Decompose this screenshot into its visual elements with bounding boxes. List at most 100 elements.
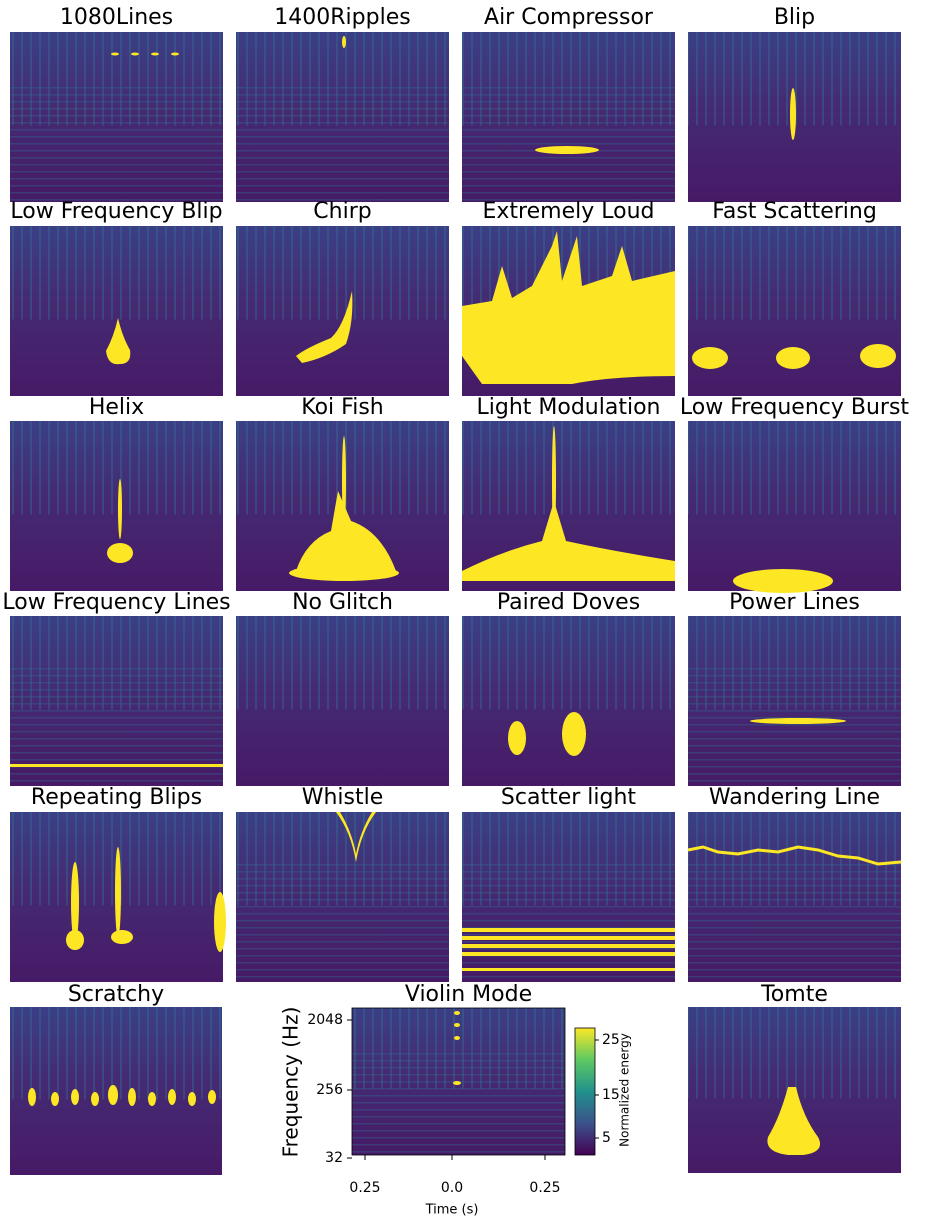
glitch-feature bbox=[535, 146, 599, 154]
glitch-feature bbox=[462, 968, 675, 971]
panel-title: Low Frequency Blip bbox=[10, 199, 222, 224]
glitch-feature bbox=[692, 347, 728, 369]
panel: Wandering Line bbox=[687, 785, 902, 982]
panel: Violin Mode bbox=[351, 982, 566, 1156]
panel-title: Power Lines bbox=[729, 590, 860, 615]
features bbox=[508, 712, 586, 756]
y-axis-label: Frequency (Hz) bbox=[279, 1007, 303, 1158]
panel-title: 1080Lines bbox=[60, 5, 173, 30]
x-tick-label: 0.25 bbox=[529, 1180, 560, 1196]
features bbox=[462, 231, 675, 384]
colorbar bbox=[574, 1027, 596, 1156]
panel: Extremely Loud bbox=[462, 199, 675, 396]
glitch-feature bbox=[171, 52, 179, 56]
glitch-feature bbox=[454, 1023, 460, 1027]
glitch-feature bbox=[71, 1089, 79, 1105]
glitch-feature bbox=[453, 1081, 461, 1085]
panel: No Glitch bbox=[236, 590, 449, 786]
glitch-feature bbox=[342, 36, 346, 48]
texture bbox=[10, 226, 223, 320]
glitch-feature bbox=[28, 1088, 36, 1106]
features bbox=[462, 426, 675, 581]
panel-title: Light Modulation bbox=[477, 395, 661, 420]
panel: Low Frequency Lines bbox=[2, 590, 231, 786]
texture bbox=[10, 667, 223, 786]
glitch-feature bbox=[733, 569, 833, 593]
glitch-feature bbox=[508, 721, 526, 755]
y-tick-label: 2048 bbox=[307, 1012, 343, 1028]
glitch-feature bbox=[151, 52, 159, 56]
glitch-feature bbox=[111, 52, 119, 56]
panel: Low Frequency Blip bbox=[10, 199, 223, 396]
glitch-feature bbox=[860, 344, 896, 368]
features bbox=[289, 436, 399, 581]
glitch-feature bbox=[115, 847, 121, 937]
x-tick-label: 0.0 bbox=[441, 1180, 463, 1196]
panel: 1080Lines bbox=[10, 5, 223, 202]
glitch-feature bbox=[289, 565, 399, 581]
panel-title: Repeating Blips bbox=[31, 785, 202, 810]
features bbox=[462, 928, 675, 971]
features bbox=[66, 847, 226, 952]
features bbox=[692, 344, 896, 369]
panel: Scatter light bbox=[462, 785, 675, 982]
glitch-feature bbox=[208, 1090, 216, 1104]
panel-title: Paired Doves bbox=[497, 590, 640, 615]
texture bbox=[236, 863, 449, 982]
panel-title: Low Frequency Lines bbox=[2, 590, 230, 615]
panel-title: Scratchy bbox=[68, 982, 164, 1007]
glitch-feature bbox=[71, 862, 79, 942]
texture bbox=[236, 616, 449, 710]
panel-title: No Glitch bbox=[292, 590, 393, 615]
panel: Helix bbox=[10, 395, 223, 591]
texture bbox=[462, 863, 675, 982]
y-tick-label: 32 bbox=[325, 1150, 343, 1166]
glitch-feature bbox=[462, 944, 675, 948]
colorbar-label: Normalized energy bbox=[618, 1033, 632, 1147]
features bbox=[790, 88, 796, 140]
panel: Whistle bbox=[236, 785, 449, 982]
panel-title: Tomte bbox=[760, 982, 828, 1007]
panel-title: Air Compressor bbox=[484, 5, 654, 30]
glitch-feature bbox=[562, 712, 586, 756]
panel-title: Whistle bbox=[302, 785, 384, 810]
panel-title: Chirp bbox=[313, 199, 371, 224]
glitch-feature bbox=[188, 1092, 196, 1106]
glitch-feature bbox=[462, 952, 675, 956]
glitch-feature bbox=[107, 543, 133, 563]
panel-title: Koi Fish bbox=[301, 395, 383, 420]
features bbox=[336, 812, 376, 862]
texture bbox=[688, 1007, 901, 1099]
glitch-feature bbox=[51, 1092, 59, 1106]
panel-title: Extremely Loud bbox=[483, 199, 655, 224]
features bbox=[535, 146, 599, 154]
violin-axes: Frequency (Hz) Time (s) Normalized energ… bbox=[279, 1007, 632, 1218]
glitch-feature bbox=[296, 491, 396, 571]
glitch-feature bbox=[111, 930, 133, 944]
panel-title: Wandering Line bbox=[709, 785, 880, 810]
axes-frame bbox=[351, 1007, 566, 1156]
colorbar-tick-label: 25 bbox=[602, 1032, 620, 1048]
glitch-feature bbox=[687, 845, 902, 866]
glitch-feature bbox=[168, 1089, 176, 1105]
colorbar-tick-label: 5 bbox=[602, 1130, 611, 1146]
features bbox=[106, 318, 131, 365]
features bbox=[733, 569, 833, 593]
glitch-feature bbox=[462, 501, 675, 581]
panel-title: Blip bbox=[774, 5, 815, 30]
panel-title: Scatter light bbox=[501, 785, 637, 810]
panel-title: Fast Scattering bbox=[712, 199, 877, 224]
glitch-feature bbox=[128, 1088, 136, 1106]
y-tick-label: 256 bbox=[316, 1082, 343, 1098]
panel: 1400Ripples bbox=[236, 5, 449, 202]
glitch-feature bbox=[108, 1085, 118, 1105]
texture bbox=[688, 421, 901, 515]
texture bbox=[352, 1052, 565, 1155]
features bbox=[107, 479, 133, 563]
features bbox=[111, 52, 179, 56]
features bbox=[296, 291, 353, 363]
panel: Fast Scattering bbox=[688, 199, 901, 396]
panel-title: Low Frequency Burst bbox=[680, 395, 910, 420]
panel: Koi Fish bbox=[236, 395, 449, 591]
texture bbox=[688, 863, 901, 982]
